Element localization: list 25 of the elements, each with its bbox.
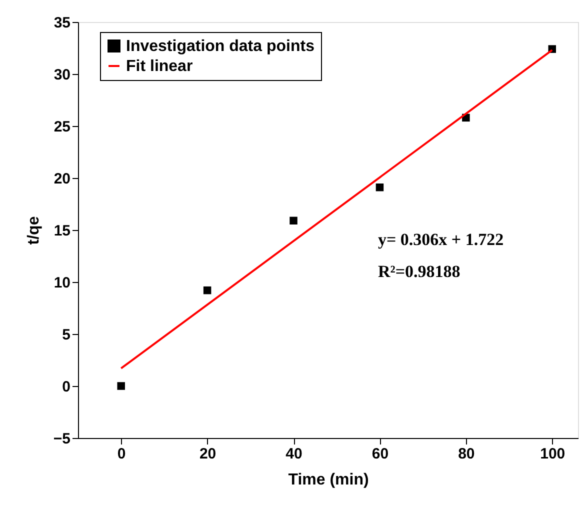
annotation: y= 0.306x + 1.722 bbox=[378, 230, 504, 249]
x-tick-label: 40 bbox=[286, 446, 302, 462]
y-tick-label: 30 bbox=[54, 66, 70, 84]
y-tick-label: 25 bbox=[54, 118, 70, 136]
point bbox=[290, 216, 298, 225]
annotation: R²=0.98188 bbox=[378, 262, 460, 281]
y-tick-label: −5 bbox=[53, 430, 70, 448]
x-tick-label: 80 bbox=[458, 446, 475, 462]
x-tick-label: 0 bbox=[117, 446, 126, 462]
legend-label: Investigation data points bbox=[126, 38, 315, 55]
x-tick-label: 60 bbox=[372, 446, 389, 462]
y-tick-label: 10 bbox=[54, 274, 70, 292]
x-axis-title: Time (min) bbox=[288, 472, 369, 488]
y-axis-title: t/qe bbox=[25, 216, 42, 245]
x-tick-label: 20 bbox=[199, 446, 216, 462]
point bbox=[203, 286, 212, 294]
y-tick-label: 20 bbox=[54, 170, 70, 188]
point bbox=[117, 382, 125, 390]
y-tick-label: 15 bbox=[54, 222, 70, 240]
legend-label: Fit linear bbox=[126, 58, 193, 75]
y-tick-label: 0 bbox=[62, 378, 70, 396]
y-tick-label: 5 bbox=[62, 326, 70, 344]
x-tick-label: 100 bbox=[540, 446, 566, 462]
y-tick-label: 35 bbox=[54, 14, 70, 32]
point bbox=[376, 183, 384, 192]
